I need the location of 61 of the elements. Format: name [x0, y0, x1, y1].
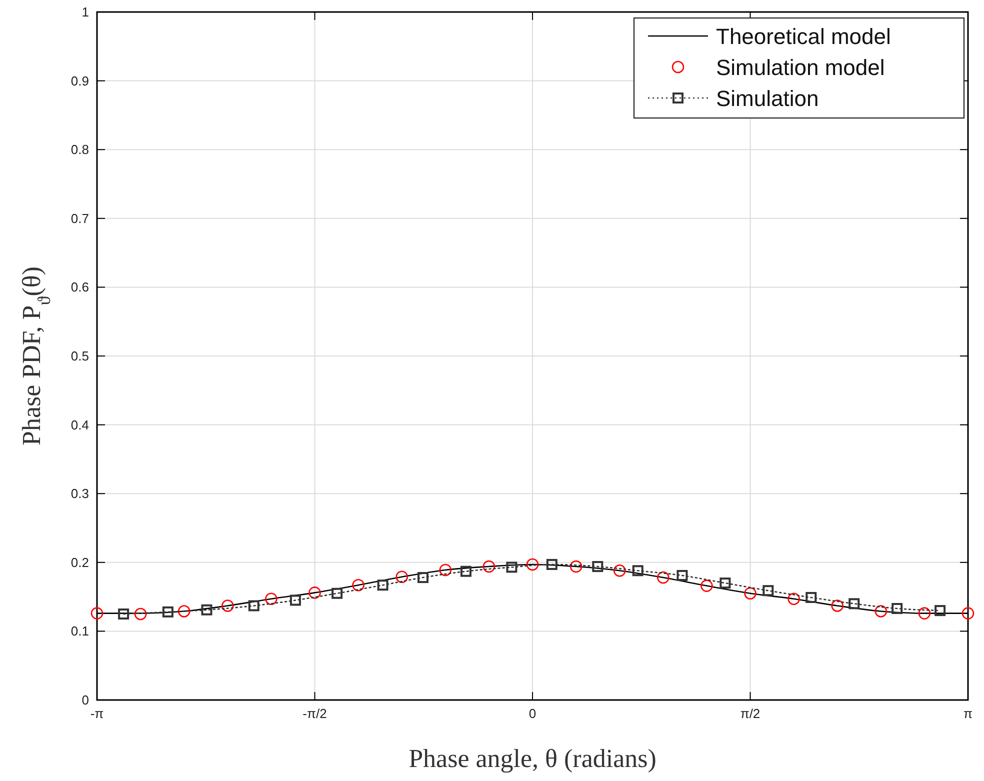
y-tick-label: 0.4 [70, 417, 89, 432]
x-tick-label: π/2 [740, 706, 760, 721]
x-tick-label: π [964, 706, 973, 721]
point [417, 572, 428, 584]
point [546, 558, 558, 570]
x-axis-title: Phase angle, θ (radians) [408, 744, 656, 773]
point [874, 605, 888, 618]
point [613, 564, 626, 577]
point [248, 600, 260, 612]
point [134, 608, 147, 620]
point [570, 560, 582, 573]
point [352, 578, 364, 592]
point [657, 571, 670, 584]
y-tick-label: 0 [82, 692, 89, 708]
y-tick-label: 0.8 [70, 142, 89, 158]
point [676, 570, 688, 581]
point [762, 585, 774, 596]
point [201, 604, 212, 616]
point [222, 600, 234, 612]
point [806, 592, 817, 603]
point [482, 560, 496, 573]
y-tick-label: 0.6 [70, 280, 89, 295]
x-tick-label: -π [90, 706, 104, 721]
point [918, 607, 931, 620]
legend-label: Theoretical model [716, 24, 891, 49]
point [308, 586, 321, 599]
y-tick-label: 0.5 [70, 348, 89, 364]
point [90, 607, 104, 620]
y-tick-label: 0.2 [70, 554, 89, 570]
point [848, 598, 860, 610]
y-tick-label: 0.1 [70, 624, 89, 639]
point [934, 605, 946, 616]
y-tick-label: 0.7 [70, 210, 89, 226]
point [118, 608, 130, 620]
point [962, 607, 974, 620]
y-tick-label: 0.3 [70, 486, 89, 502]
point [744, 587, 756, 600]
y-tick-label: 1 [82, 4, 89, 20]
y-tick-label: 0.9 [70, 73, 89, 88]
point [526, 558, 539, 571]
point [592, 561, 604, 572]
point [396, 570, 408, 583]
point [178, 605, 190, 618]
legend-label: Simulation model [716, 55, 885, 80]
point [162, 606, 174, 618]
point [290, 594, 301, 606]
point [506, 562, 518, 573]
point [720, 578, 731, 589]
point [377, 580, 388, 591]
legend-label: Simulation [716, 86, 819, 111]
x-tick-label: 0 [528, 706, 536, 721]
point [265, 592, 278, 606]
point [788, 592, 800, 606]
point [700, 580, 713, 592]
point [332, 588, 343, 599]
point [892, 602, 903, 614]
point [439, 564, 452, 576]
x-tick-label: -π/2 [302, 706, 327, 721]
point [632, 565, 644, 576]
point [460, 566, 472, 577]
point [831, 600, 844, 612]
